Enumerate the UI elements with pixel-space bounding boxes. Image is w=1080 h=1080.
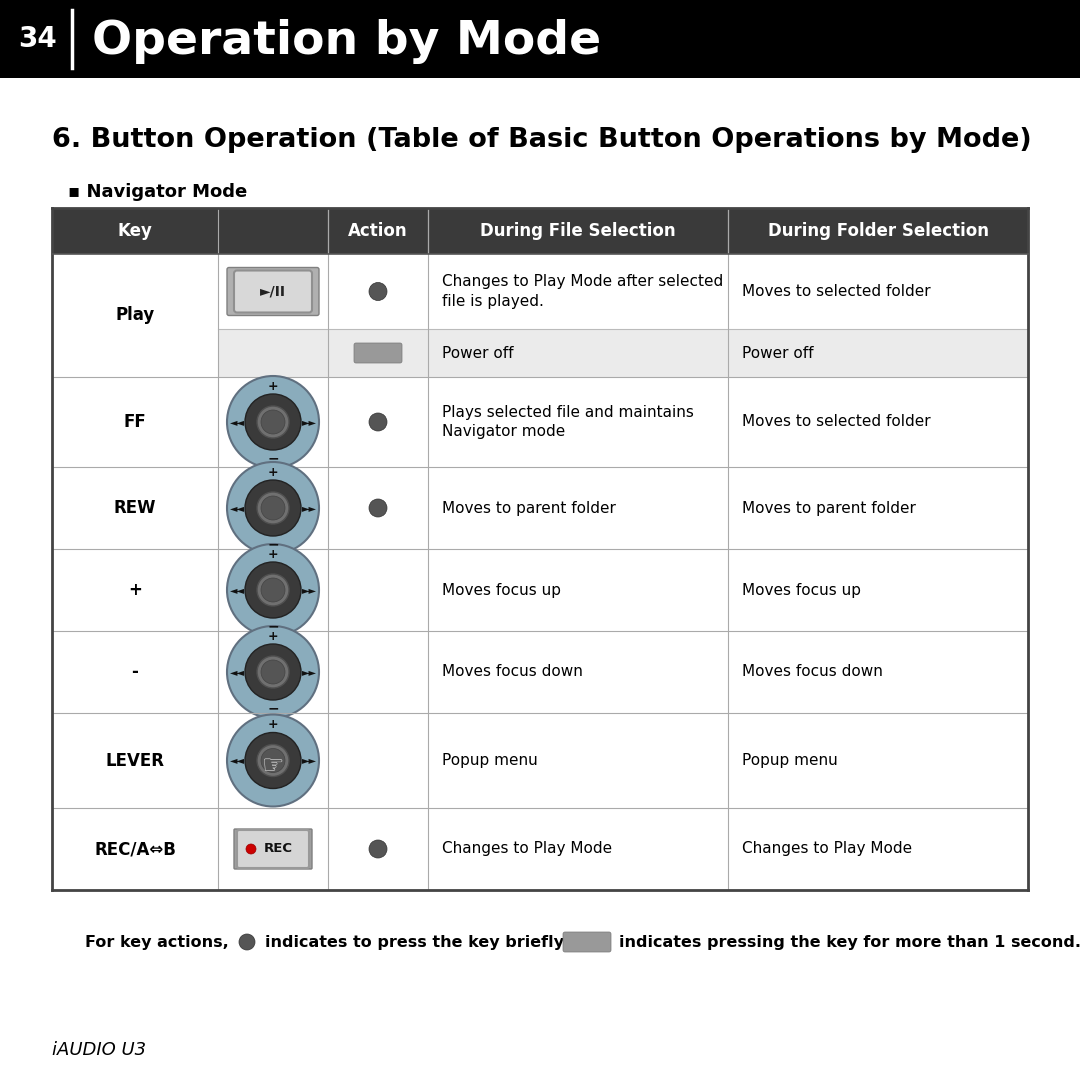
Text: +: + (268, 548, 279, 561)
Bar (52, 631, 1028, 713)
Text: Key: Key (118, 222, 152, 240)
Bar (218, 329, 1028, 377)
Circle shape (245, 480, 301, 536)
Bar (52, 808, 1028, 890)
Text: FF: FF (123, 413, 147, 431)
Text: ☞: ☞ (261, 755, 284, 779)
Text: +: + (268, 465, 279, 478)
Circle shape (257, 406, 289, 438)
Text: -: - (132, 663, 138, 681)
Circle shape (257, 492, 289, 524)
FancyBboxPatch shape (234, 270, 312, 312)
Text: iAUDIO U3: iAUDIO U3 (52, 1041, 146, 1059)
Bar (52, 254, 1028, 377)
Text: ►►: ►► (301, 585, 316, 595)
Text: ◄◄: ◄◄ (229, 667, 244, 677)
FancyBboxPatch shape (234, 829, 312, 869)
Text: Plays selected file and maintains
Navigator mode: Plays selected file and maintains Naviga… (442, 405, 693, 440)
Circle shape (261, 660, 285, 684)
Text: Moves to selected folder: Moves to selected folder (742, 284, 931, 299)
Text: REC/A⇔B: REC/A⇔B (94, 840, 176, 858)
Text: Changes to Play Mode: Changes to Play Mode (742, 841, 913, 856)
Circle shape (227, 715, 319, 807)
Text: For key actions,: For key actions, (85, 934, 229, 949)
Text: REC: REC (264, 842, 293, 855)
FancyBboxPatch shape (227, 268, 319, 315)
Text: Power off: Power off (742, 346, 813, 361)
Text: 34: 34 (18, 25, 57, 53)
Text: Power off: Power off (442, 346, 513, 361)
Bar (52, 549, 1028, 631)
Text: Moves focus up: Moves focus up (442, 582, 561, 597)
Text: −: − (267, 537, 279, 551)
Text: Popup menu: Popup menu (442, 753, 538, 768)
Circle shape (227, 462, 319, 554)
Text: 6. Button Operation (Table of Basic Button Operations by Mode): 6. Button Operation (Table of Basic Butt… (52, 127, 1031, 153)
Text: +: + (268, 630, 279, 643)
Text: Moves to parent folder: Moves to parent folder (742, 500, 916, 515)
FancyBboxPatch shape (237, 831, 309, 868)
Circle shape (227, 544, 319, 636)
Text: ►►: ►► (301, 667, 316, 677)
Text: REW: REW (113, 499, 157, 517)
Circle shape (261, 496, 285, 519)
Bar (52, 208, 1028, 254)
Text: LEVER: LEVER (106, 752, 164, 769)
Circle shape (369, 499, 387, 517)
Text: ►►: ►► (301, 417, 316, 427)
Text: +: + (129, 581, 141, 599)
FancyBboxPatch shape (354, 343, 402, 363)
Circle shape (227, 376, 319, 468)
Text: Changes to Play Mode: Changes to Play Mode (442, 841, 612, 856)
Text: −: − (267, 451, 279, 465)
Text: Action: Action (348, 222, 408, 240)
Text: ►/II: ►/II (260, 284, 286, 298)
Text: ▪ Navigator Mode: ▪ Navigator Mode (68, 183, 247, 201)
Text: indicates to press the key briefly and: indicates to press the key briefly and (265, 934, 604, 949)
Text: indicates pressing the key for more than 1 second.: indicates pressing the key for more than… (619, 934, 1080, 949)
Text: Changes to Play Mode after selected
file is played.: Changes to Play Mode after selected file… (442, 274, 724, 309)
Text: −: − (267, 701, 279, 715)
Circle shape (257, 656, 289, 688)
Circle shape (245, 562, 301, 618)
Circle shape (261, 748, 285, 772)
Text: Operation by Mode: Operation by Mode (92, 18, 602, 64)
Text: Popup menu: Popup menu (742, 753, 838, 768)
Circle shape (261, 578, 285, 602)
Bar (52, 377, 1028, 467)
Circle shape (257, 744, 289, 777)
Bar (0, 0, 1080, 78)
Text: Moves focus down: Moves focus down (742, 664, 882, 679)
Text: +: + (268, 379, 279, 392)
Circle shape (257, 573, 289, 606)
Circle shape (261, 410, 285, 434)
Text: ►►: ►► (301, 503, 316, 513)
Text: ◄◄: ◄◄ (229, 585, 244, 595)
Text: −: − (267, 619, 279, 633)
Text: Moves to selected folder: Moves to selected folder (742, 415, 931, 430)
Circle shape (369, 283, 387, 300)
Text: Moves focus down: Moves focus down (442, 664, 583, 679)
Circle shape (227, 626, 319, 718)
Circle shape (239, 934, 255, 950)
Text: ◄◄: ◄◄ (229, 503, 244, 513)
Bar (52, 713, 1028, 808)
Circle shape (245, 644, 301, 700)
Text: Play: Play (116, 307, 154, 324)
Text: Moves focus up: Moves focus up (742, 582, 861, 597)
Circle shape (369, 413, 387, 431)
FancyBboxPatch shape (563, 932, 611, 951)
Text: During File Selection: During File Selection (481, 222, 676, 240)
Text: +: + (268, 718, 279, 731)
Text: Moves to parent folder: Moves to parent folder (442, 500, 616, 515)
Circle shape (369, 840, 387, 858)
Circle shape (245, 394, 301, 450)
Text: During Folder Selection: During Folder Selection (768, 222, 988, 240)
Bar (52, 467, 1028, 549)
Circle shape (245, 732, 301, 788)
Text: ◄◄: ◄◄ (229, 756, 244, 766)
Text: ◄◄: ◄◄ (229, 417, 244, 427)
Text: ►►: ►► (301, 756, 316, 766)
Circle shape (246, 843, 256, 854)
